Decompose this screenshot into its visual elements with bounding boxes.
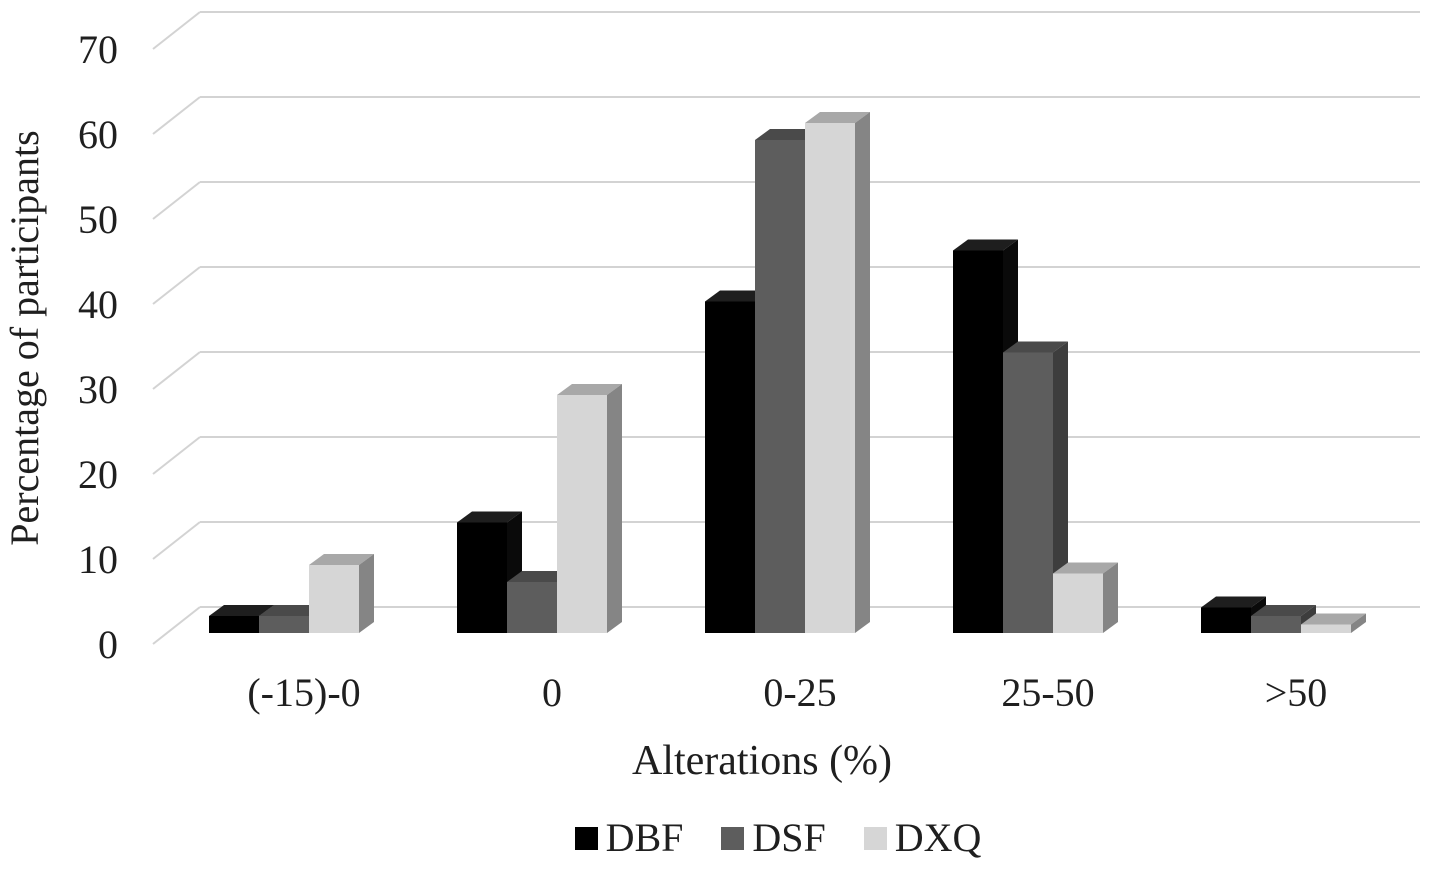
bar-top-DBF-4 <box>1201 596 1266 608</box>
bar-front-DSF-1 <box>507 582 557 633</box>
bar-top-DSF-3 <box>1003 341 1068 353</box>
y-axis-tick-labels: 0 10 20 30 40 50 60 70 <box>78 27 118 667</box>
x-axis-title: Alterations (%) <box>632 738 892 784</box>
y-tick-label: 50 <box>78 197 118 242</box>
bar-front-DSF-0 <box>259 616 309 633</box>
bar-front-DXQ-4 <box>1301 624 1351 633</box>
bar-top-DSF-4 <box>1251 605 1316 616</box>
bar-side-DXQ-2 <box>855 112 870 633</box>
gridline-diagonal <box>152 181 201 220</box>
bar-front-DXQ-2 <box>805 123 855 633</box>
bar-front-DXQ-1 <box>557 395 607 633</box>
bar-front-DSF-3 <box>1003 352 1053 633</box>
bar-top-DBF-2 <box>705 290 770 302</box>
x-category-label: 0 <box>542 670 562 715</box>
bar-front-DXQ-0 <box>309 565 359 633</box>
bar-side-DSF-3 <box>1053 341 1068 633</box>
bar-top-DBF-0 <box>209 605 274 616</box>
bar-top-DXQ-2 <box>805 112 870 123</box>
bar-side-DXQ-4 <box>1351 613 1366 633</box>
bar-front-DSF-2 <box>755 140 805 633</box>
gridline-diagonal <box>152 351 201 390</box>
x-category-label: 25-50 <box>1001 670 1094 715</box>
bar-series <box>209 112 1366 633</box>
bar-front-DXQ-3 <box>1053 573 1103 633</box>
bar-side-DXQ-1 <box>607 384 622 633</box>
bar-front-DBF-3 <box>953 250 1003 633</box>
y-tick-label: 40 <box>78 282 118 327</box>
gridline-diagonal <box>152 606 201 645</box>
gridline-diagonal <box>152 436 201 475</box>
bar-front-DBF-2 <box>705 301 755 633</box>
bar-top-DSF-0 <box>259 605 324 616</box>
legend-label: DBF <box>605 815 684 860</box>
bar-top-DSF-1 <box>507 571 572 582</box>
bar-top-DXQ-1 <box>557 384 622 395</box>
x-category-label: >50 <box>1265 670 1328 715</box>
y-tick-label: 10 <box>78 537 118 582</box>
gridline-diagonal <box>152 96 201 135</box>
gridline-diagonal <box>152 11 201 50</box>
gridline-diagonal <box>152 521 201 560</box>
y-tick-label: 60 <box>78 112 118 157</box>
legend-swatch-dbf <box>574 826 598 850</box>
y-tick-label: 20 <box>78 452 118 497</box>
bar-front-DSF-4 <box>1251 616 1301 633</box>
bar-side-DXQ-3 <box>1103 562 1118 633</box>
bar-top-DSF-2 <box>755 129 820 140</box>
bar-top-DBF-1 <box>457 511 522 523</box>
y-axis-title: Percentage of participants <box>2 130 47 545</box>
bar-front-DBF-4 <box>1201 607 1251 633</box>
x-category-label: (-15)-0 <box>247 670 360 715</box>
bar-front-DBF-0 <box>209 616 259 633</box>
legend-swatch-dxq <box>863 826 887 850</box>
bar-top-DXQ-0 <box>309 554 374 565</box>
bar-top-DXQ-3 <box>1053 562 1118 574</box>
legend: DBF DSF DXQ <box>0 818 1441 858</box>
y-tick-label: 70 <box>78 27 118 72</box>
x-axis-category-labels: (-15)-0 0 0-25 25-50 >50 <box>247 670 1327 715</box>
bar-top-DBF-3 <box>953 239 1018 251</box>
bar-side-DXQ-0 <box>359 554 374 633</box>
gridline-diagonal <box>152 266 201 305</box>
legend-swatch-dsf <box>721 826 745 850</box>
y-tick-label: 30 <box>78 367 118 412</box>
legend-item-dsf: DSF <box>721 815 826 860</box>
bar-top-DXQ-4 <box>1301 613 1366 625</box>
legend-label: DSF <box>752 815 826 860</box>
legend-label: DXQ <box>894 815 982 860</box>
legend-item-dxq: DXQ <box>863 815 982 860</box>
x-category-label: 0-25 <box>763 670 836 715</box>
legend-item-dbf: DBF <box>574 815 684 860</box>
y-tick-label: 0 <box>98 622 118 667</box>
bar-front-DBF-1 <box>457 522 507 633</box>
